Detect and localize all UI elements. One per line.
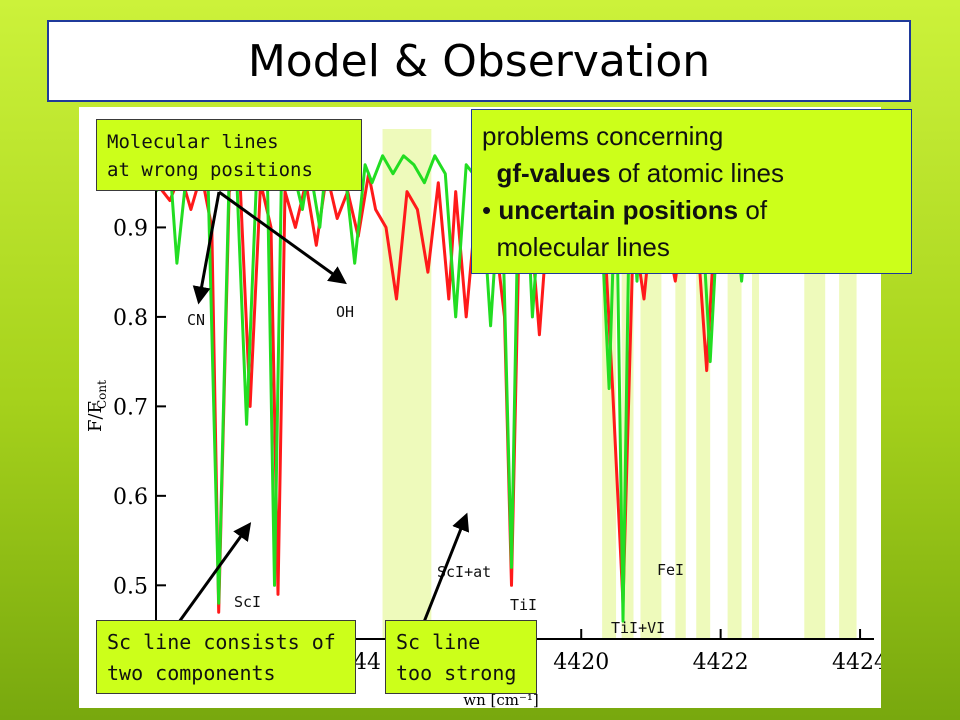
problems-gf-values: gf-values: [496, 158, 611, 188]
problems-line3-rest: of: [738, 195, 768, 225]
x-axis-label: wn [cm⁻¹]: [463, 691, 539, 708]
highlight-band-7: [752, 129, 759, 639]
problems-uncertain-positions: uncertain positions: [498, 195, 739, 225]
line-label-fei: FeI: [657, 561, 684, 579]
x-tick-label-partial: 44: [353, 650, 381, 675]
slide-title: Model & Observation: [247, 35, 711, 87]
problems-bullet: •: [482, 195, 492, 225]
line-label-oh: OH: [336, 303, 354, 321]
callout-two-components: Sc line consists of two components: [96, 620, 356, 694]
callout-strong-line2: too strong: [396, 661, 517, 685]
y-axis-label-sub: Cont: [95, 380, 109, 409]
y-tick-label-4: 0.5: [113, 574, 148, 599]
callout-strong-line1: Sc line: [396, 630, 481, 654]
problems-line4-text: molecular lines: [496, 232, 670, 262]
callout-molecular-lines: Molecular lines at wrong positions: [96, 119, 362, 191]
callout-arrows: [177, 190, 470, 623]
line-label-tii: TiI: [510, 596, 537, 614]
line-label-sci-at: ScI+at: [437, 563, 491, 581]
callout-molecular-line2: at wrong positions: [107, 159, 313, 181]
callout-two-line2: two components: [107, 661, 276, 685]
y-tick-label-1: 0.8: [113, 306, 148, 331]
problems-line2: gf-values of atomic lines: [482, 155, 911, 192]
callout-two-line1: Sc line consists of: [107, 630, 336, 654]
arrow-to-cn: [192, 191, 221, 305]
y-tick-label-2: 0.7: [113, 395, 148, 420]
y-tick-label-0: 0.9: [113, 216, 148, 241]
line-label-cn: CN: [187, 311, 205, 329]
x-tick-label-0: 4420: [553, 650, 609, 675]
callout-problems: problems concerning gf-values of atomic …: [471, 109, 912, 274]
y-axis-label: F/F: [85, 401, 106, 432]
problems-line1: problems concerning: [482, 121, 724, 151]
y-tick-label-3: 0.6: [113, 485, 148, 510]
problems-line2-rest: of atomic lines: [610, 158, 785, 188]
line-labels: CN OH ScI ScI+at TiI FeI TiI+VI: [187, 303, 684, 637]
title-box: Model & Observation: [47, 20, 911, 102]
arrow-to-sci-at: [422, 512, 470, 623]
problems-line4: molecular lines: [482, 229, 911, 266]
callout-molecular-line1: Molecular lines: [107, 131, 279, 153]
highlight-band-4: [675, 129, 686, 639]
x-tick-label-1: 4422: [693, 650, 749, 675]
callout-too-strong: Sc line too strong: [385, 620, 537, 694]
arrow-to-oh: [218, 190, 347, 285]
line-label-tii-vi: TiI+VI: [611, 619, 665, 637]
highlight-band-0: [382, 129, 432, 639]
arrow-to-sci: [177, 522, 252, 623]
line-label-sci: ScI: [234, 593, 261, 611]
problems-line3: • uncertain positions of: [482, 192, 911, 229]
